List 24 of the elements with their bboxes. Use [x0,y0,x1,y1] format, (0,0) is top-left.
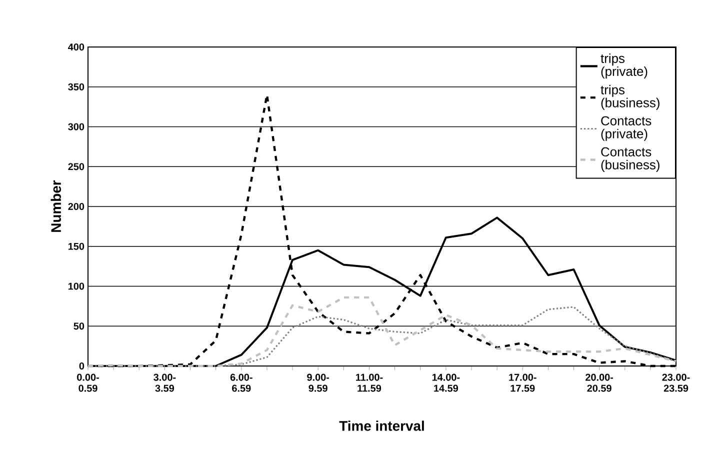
legend-label: trips (private) [600,53,648,79]
x-tick-label: 6.00-6.59 [230,374,252,392]
x-tick-label: 3.00-3.59 [154,374,176,392]
x-tick-label: 20.00-20.59 [586,374,614,392]
y-tick-label: 100 [68,282,84,290]
y-tick-label: 150 [68,242,84,250]
y-tick-label: 200 [68,202,84,210]
x-axis-title: Time interval [339,420,424,431]
x-tick-label: 23.00-23.59 [662,374,690,392]
x-tick-label: 0.00-0.59 [77,374,99,392]
x-tick-label: 11.00-11.59 [356,374,383,392]
y-tick-label: 300 [68,123,84,130]
legend-label: Contacts (business) [601,147,660,172]
x-tick-label: 14.00-14.59 [432,374,460,392]
y-tick-label: 350 [68,83,84,90]
y-tick-label: 0 [79,362,84,370]
y-tick-label: 250 [68,163,84,170]
x-tick-label: 17.00-17.59 [509,374,536,392]
y-tick-label: 400 [68,43,84,51]
y-axis-title: Number [50,180,62,232]
x-tick-label: 9.00-9.59 [307,374,330,392]
legend-label: Contacts (private) [601,116,652,141]
legend-label: trips (business) [600,84,660,110]
y-tick-label: 50 [74,322,84,330]
